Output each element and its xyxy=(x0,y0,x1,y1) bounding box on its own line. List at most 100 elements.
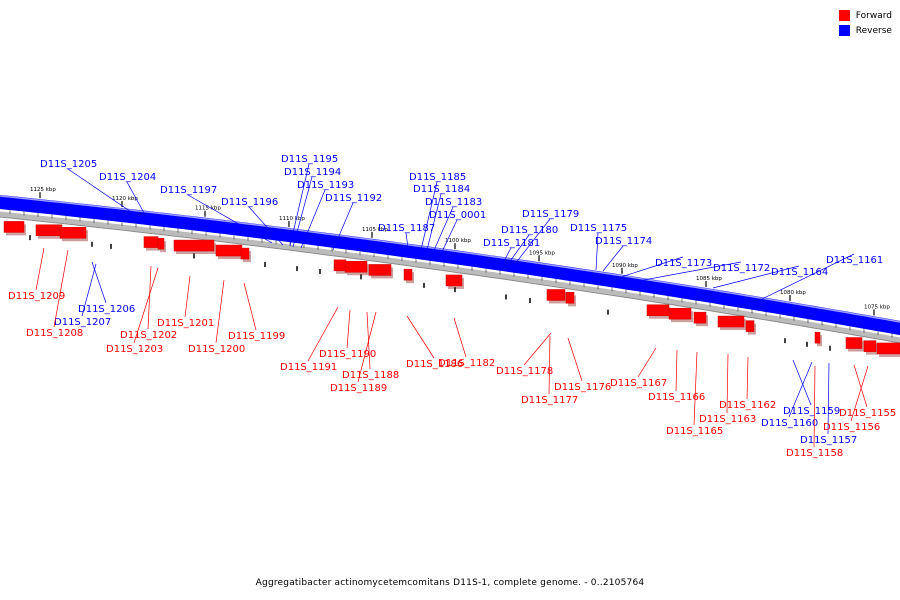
reverse-label-leader xyxy=(501,247,512,266)
forward-gene-label[interactable]: D11S_1189 xyxy=(330,383,387,394)
forward-gene-label[interactable]: D11S_1191 xyxy=(280,362,337,373)
reverse-gene-label[interactable]: D11S_1196 xyxy=(221,197,278,208)
forward-gene[interactable] xyxy=(59,227,87,239)
reverse-gene-label[interactable]: D11S_1159 xyxy=(783,406,840,417)
forward-gene-label[interactable]: D11S_1167 xyxy=(610,378,667,389)
tick-label: 1100 kbp xyxy=(445,238,471,244)
reverse-label-leader xyxy=(300,189,326,249)
legend: Forward Reverse xyxy=(838,8,892,38)
forward-gene-label[interactable]: D11S_1209 xyxy=(8,291,65,302)
forward-gene-label[interactable]: D11S_1208 xyxy=(26,328,83,339)
forward-gene[interactable] xyxy=(344,261,368,273)
forward-gene[interactable] xyxy=(368,264,392,276)
forward-gene[interactable] xyxy=(646,304,670,316)
reverse-gene-label[interactable]: D11S_1193 xyxy=(297,180,354,191)
reverse-gene-label[interactable]: D11S_1174 xyxy=(595,236,652,247)
forward-gene[interactable] xyxy=(745,320,755,332)
reverse-gene-label[interactable]: D11S_1204 xyxy=(99,172,156,183)
kbp-ticks: 1125 kbp 1120 kbp 1115 kbp 1110 kbp 1105 kbp… xyxy=(30,187,890,316)
forward-gene-label[interactable]: D11S_1158 xyxy=(786,448,843,459)
reverse-gene-label[interactable]: D11S_1195 xyxy=(281,154,338,165)
forward-gene[interactable] xyxy=(403,268,413,281)
reverse-gene-label[interactable]: D11S_0001 xyxy=(429,210,486,221)
forward-gene-label[interactable]: D11S_1201 xyxy=(157,318,214,329)
reverse-label-leader xyxy=(91,261,107,304)
forward-gene[interactable] xyxy=(143,236,159,248)
reverse-gene-label[interactable]: D11S_1157 xyxy=(800,435,857,446)
reverse-label-leader xyxy=(332,202,354,251)
forward-gene[interactable] xyxy=(845,337,863,349)
forward-gene[interactable] xyxy=(668,307,692,320)
forward-gene[interactable] xyxy=(3,221,25,233)
forward-gene[interactable] xyxy=(333,259,347,272)
forward-gene-label[interactable]: D11S_1190 xyxy=(319,349,376,360)
forward-gene[interactable] xyxy=(693,311,707,324)
forward-gene-label[interactable]: D11S_1203 xyxy=(106,344,163,355)
forward-gene[interactable] xyxy=(565,292,575,304)
legend-label-forward: Forward xyxy=(855,10,892,21)
reverse-label-leader xyxy=(405,232,410,256)
forward-gene-label[interactable]: D11S_1186 xyxy=(406,359,463,370)
forward-gene-label[interactable]: D11S_1156 xyxy=(823,422,880,433)
forward-gene[interactable] xyxy=(445,274,463,287)
forward-gene[interactable] xyxy=(814,331,821,344)
forward-label-leader xyxy=(853,364,868,408)
forward-gene[interactable] xyxy=(863,340,877,352)
forward-label-leader xyxy=(406,315,435,359)
reverse-gene-label[interactable]: D11S_1205 xyxy=(40,159,97,170)
forward-gene[interactable] xyxy=(215,244,243,257)
forward-gene-label[interactable]: D11S_1163 xyxy=(699,414,756,425)
reverse-gene-label[interactable]: D11S_1161 xyxy=(826,255,883,266)
reverse-label-leader xyxy=(292,176,313,248)
forward-gene-label[interactable]: D11S_1202 xyxy=(120,330,177,341)
forward-gene[interactable] xyxy=(173,239,215,252)
reverse-gene-label[interactable]: D11S_1197 xyxy=(160,185,217,196)
reverse-gene-label[interactable]: D11S_1160 xyxy=(761,418,818,429)
forward-gene-label[interactable]: D11S_1166 xyxy=(648,392,705,403)
forward-gene[interactable] xyxy=(717,315,745,328)
reverse-gene-label[interactable]: D11S_1181 xyxy=(483,238,540,249)
reverse-label-leader xyxy=(248,206,284,246)
forward-label-leader xyxy=(523,332,552,366)
forward-gene[interactable] xyxy=(240,247,250,260)
forward-swatch xyxy=(838,10,850,21)
reverse-gene-label[interactable]: D11S_1207 xyxy=(54,317,111,328)
forward-gene-label[interactable]: D11S_1188 xyxy=(342,370,399,381)
reverse-gene-label[interactable]: D11S_1183 xyxy=(425,197,482,208)
reverse-gene-label[interactable]: D11S_1185 xyxy=(409,172,466,183)
forward-gene-label[interactable]: D11S_1155 xyxy=(839,408,896,419)
reverse-gene-label[interactable]: D11S_1187 xyxy=(378,223,435,234)
forward-gene-label[interactable]: D11S_1165 xyxy=(666,426,723,437)
forward-label-leader xyxy=(243,282,257,331)
reverse-label-leader xyxy=(602,245,624,272)
forward-gene[interactable] xyxy=(876,342,900,355)
reverse-gene-label[interactable]: D11S_1180 xyxy=(501,225,558,236)
forward-gene-label[interactable]: D11S_1176 xyxy=(554,382,611,393)
reverse-gene-label[interactable]: D11S_1179 xyxy=(522,209,579,220)
reverse-label-leader xyxy=(187,194,273,244)
forward-gene-label[interactable]: D11S_1177 xyxy=(521,395,578,406)
forward-gene-label[interactable]: D11S_1200 xyxy=(188,344,245,355)
reverse-gene-label[interactable]: D11S_1173 xyxy=(655,258,712,269)
reverse-label-leader xyxy=(617,256,684,279)
forward-gene[interactable] xyxy=(157,237,165,250)
forward-gene-label[interactable]: D11S_1182 xyxy=(438,358,495,369)
reverse-label-leader xyxy=(507,234,530,265)
reverse-gene-label[interactable]: D11S_1175 xyxy=(570,223,627,234)
forward-gene-label[interactable]: D11S_1162 xyxy=(719,400,776,411)
reverse-gene-label[interactable]: D11S_1184 xyxy=(413,184,470,195)
backbone-highlight xyxy=(0,195,900,323)
reverse-gene-label[interactable]: D11S_1194 xyxy=(284,167,341,178)
reverse-gene-label[interactable]: D11S_1206 xyxy=(78,304,135,315)
forward-gene-label[interactable]: D11S_1178 xyxy=(496,366,553,377)
forward-gene[interactable] xyxy=(546,289,566,301)
reverse-gene-label[interactable]: D11S_1172 xyxy=(713,263,770,274)
tick-label: 1125 kbp xyxy=(30,187,56,193)
reverse-gene-label[interactable]: D11S_1164 xyxy=(771,267,828,278)
forward-label-leader xyxy=(357,311,377,383)
backbone-shadow xyxy=(0,211,900,343)
forward-gene[interactable] xyxy=(35,224,63,236)
reverse-gene-label[interactable]: D11S_1192 xyxy=(325,193,382,204)
forward-label-leader xyxy=(726,353,729,414)
forward-gene-label[interactable]: D11S_1199 xyxy=(228,331,285,342)
